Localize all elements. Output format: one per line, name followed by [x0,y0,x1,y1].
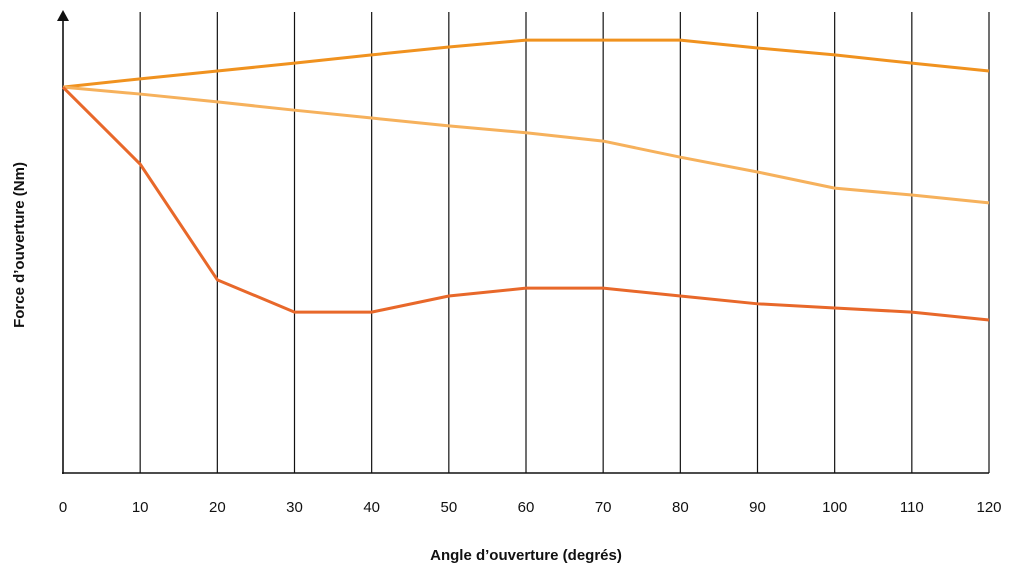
x-tick-label: 90 [749,499,766,516]
x-tick-label: 40 [363,499,380,516]
x-tick-label: 0 [59,499,67,516]
x-axis-title: Angle d’ouverture (degrés) [430,547,622,564]
x-tick-label: 80 [672,499,689,516]
x-tick-label: 100 [822,499,847,516]
x-tick-label: 20 [209,499,226,516]
x-tick-label: 30 [286,499,303,516]
line-series [61,86,990,322]
x-tick-label: 50 [440,499,457,516]
x-tick-label: 120 [976,499,1001,516]
line-series [62,85,990,205]
x-tick-label: 70 [595,499,612,516]
y-axis-title: Force d’ouverture (Nm) [11,162,28,328]
x-tick-label: 60 [518,499,535,516]
line-series [62,38,990,89]
x-tick-label: 10 [132,499,149,516]
x-tick-label: 110 [900,499,924,516]
